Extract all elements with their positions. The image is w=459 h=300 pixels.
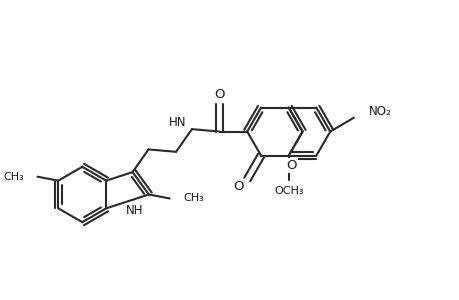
Text: NO₂: NO₂ [368, 105, 391, 118]
Text: CH₃: CH₃ [3, 172, 24, 182]
Text: OCH₃: OCH₃ [274, 186, 303, 196]
Text: O: O [286, 159, 297, 172]
Text: O: O [214, 88, 224, 101]
Text: HN: HN [169, 116, 186, 129]
Text: O: O [233, 180, 243, 193]
Text: CH₃: CH₃ [183, 194, 204, 203]
Text: NH: NH [126, 204, 143, 217]
